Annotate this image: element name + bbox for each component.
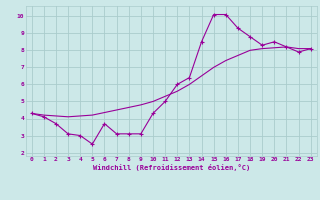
X-axis label: Windchill (Refroidissement éolien,°C): Windchill (Refroidissement éolien,°C) bbox=[92, 164, 250, 171]
